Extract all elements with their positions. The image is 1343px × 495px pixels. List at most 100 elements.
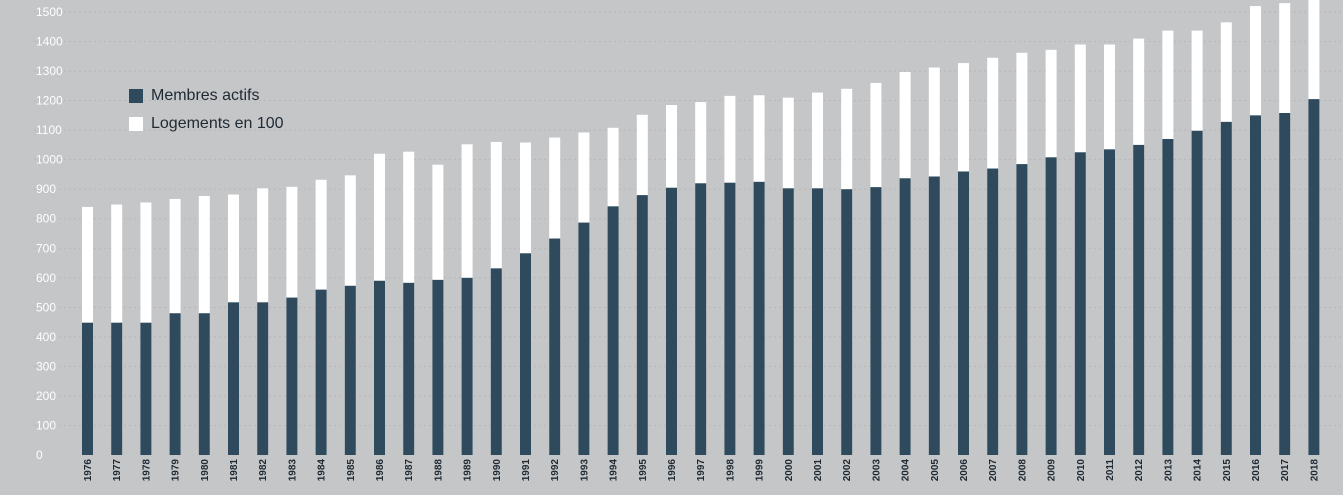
bar-membres-actifs bbox=[140, 322, 152, 455]
bar-membres-actifs bbox=[490, 268, 502, 455]
x-tick-label: 1981 bbox=[229, 459, 240, 482]
y-tick-label: 0 bbox=[36, 448, 43, 462]
x-tick-label: 2014 bbox=[1193, 459, 1204, 482]
x-tick-label: 1980 bbox=[200, 459, 211, 482]
x-tick-label: 1999 bbox=[755, 459, 766, 482]
x-tick-label: 2006 bbox=[959, 459, 970, 482]
bar-membres-actifs bbox=[403, 282, 415, 455]
chart-legend: Membres actifs Logements en 100 bbox=[129, 82, 284, 138]
x-tick-label: 2008 bbox=[1017, 459, 1028, 482]
x-tick-label: 1990 bbox=[492, 459, 503, 482]
x-tick-label: 1993 bbox=[579, 459, 590, 482]
x-tick-label: 1978 bbox=[141, 459, 152, 482]
y-tick-label: 1500 bbox=[36, 5, 63, 19]
x-tick-label: 2017 bbox=[1280, 459, 1291, 482]
x-tick-label: 1996 bbox=[667, 459, 678, 482]
bar-membres-actifs bbox=[578, 222, 590, 455]
bar-membres-actifs bbox=[1045, 157, 1057, 455]
y-tick-label: 900 bbox=[36, 182, 56, 196]
x-tick-label: 2004 bbox=[901, 459, 912, 482]
y-tick-label: 100 bbox=[36, 418, 56, 432]
x-tick-label: 2013 bbox=[1163, 459, 1174, 482]
x-tick-label: 2016 bbox=[1251, 459, 1262, 482]
x-tick-label: 1997 bbox=[696, 459, 707, 482]
bar-membres-actifs bbox=[111, 322, 123, 455]
bar-membres-actifs bbox=[1074, 152, 1086, 456]
legend-label-membres-actifs: Membres actifs bbox=[151, 87, 260, 104]
bar-membres-actifs bbox=[1162, 138, 1174, 455]
x-tick-label: 2009 bbox=[1047, 459, 1058, 482]
x-tick-label: 1984 bbox=[317, 459, 328, 482]
bar-membres-actifs bbox=[374, 280, 385, 455]
bar-membres-actifs bbox=[257, 302, 269, 455]
legend-label-logements: Logements en 100 bbox=[151, 115, 284, 132]
x-tick-label: 1976 bbox=[83, 459, 94, 482]
bar-membres-actifs bbox=[782, 188, 794, 455]
bar-membres-actifs bbox=[82, 322, 93, 455]
bar-membres-actifs bbox=[753, 181, 765, 456]
x-tick-label: 1979 bbox=[171, 459, 182, 482]
x-tick-label: 1982 bbox=[258, 459, 269, 482]
bar-membres-actifs bbox=[841, 189, 853, 455]
x-tick-label: 1994 bbox=[609, 459, 620, 482]
y-tick-label: 1200 bbox=[36, 94, 63, 108]
legend-swatch-logements bbox=[129, 117, 143, 131]
y-tick-label: 600 bbox=[36, 271, 56, 285]
x-tick-label: 2005 bbox=[930, 459, 941, 482]
x-tick-label: 1986 bbox=[375, 459, 386, 482]
bar-membres-actifs bbox=[315, 289, 327, 455]
x-tick-label: 2007 bbox=[988, 459, 999, 482]
x-tick-label: 1989 bbox=[463, 459, 474, 482]
bar-membres-actifs bbox=[1308, 99, 1320, 455]
y-tick-label: 300 bbox=[36, 359, 56, 373]
y-tick-label: 1300 bbox=[36, 64, 63, 78]
x-tick-label: 1977 bbox=[112, 459, 123, 482]
x-tick-label: 2015 bbox=[1222, 459, 1233, 482]
x-tick-label: 1987 bbox=[404, 459, 415, 482]
bar-membres-actifs bbox=[549, 238, 561, 455]
x-tick-label: 1988 bbox=[433, 459, 444, 482]
y-tick-label: 200 bbox=[36, 389, 56, 403]
x-tick-label: 2012 bbox=[1134, 459, 1145, 482]
x-tick-label: 1983 bbox=[287, 459, 298, 482]
bar-membres-actifs bbox=[870, 187, 882, 455]
bar-membres-actifs bbox=[899, 178, 911, 456]
x-tick-label: 2002 bbox=[842, 459, 853, 482]
legend-item-membres-actifs: Membres actifs bbox=[129, 82, 284, 110]
x-tick-label: 2011 bbox=[1105, 459, 1116, 481]
y-tick-label: 800 bbox=[36, 212, 56, 226]
bar-membres-actifs bbox=[1133, 144, 1145, 455]
bar-membres-actifs bbox=[1279, 113, 1291, 455]
bar-membres-actifs bbox=[724, 182, 736, 455]
x-tick-label: 1998 bbox=[725, 459, 736, 482]
bar-membres-actifs bbox=[520, 253, 531, 455]
bar-membres-actifs bbox=[169, 313, 181, 455]
bar-membres-actifs bbox=[1104, 149, 1115, 455]
bar-membres-actifs bbox=[198, 313, 210, 455]
legend-swatch-membres-actifs bbox=[129, 89, 143, 103]
bar-membres-actifs bbox=[1250, 115, 1261, 455]
bar-membres-actifs bbox=[636, 195, 648, 455]
y-tick-label: 1100 bbox=[36, 123, 62, 137]
bar-membres-actifs bbox=[1016, 164, 1028, 455]
y-tick-label: 700 bbox=[36, 241, 56, 255]
x-tick-label: 1995 bbox=[638, 459, 649, 482]
x-tick-label: 2003 bbox=[871, 459, 882, 482]
x-tick-label: 2018 bbox=[1309, 459, 1320, 482]
bar-membres-actifs bbox=[812, 188, 823, 455]
bars bbox=[82, 0, 1320, 456]
y-tick-label: 400 bbox=[36, 330, 56, 344]
bar-membres-actifs bbox=[958, 171, 969, 456]
bar-membres-actifs bbox=[286, 297, 298, 455]
bar-membres-actifs bbox=[1191, 130, 1203, 455]
bar-membres-actifs bbox=[432, 279, 444, 455]
bar-membres-actifs bbox=[344, 285, 356, 455]
y-tick-label: 1400 bbox=[36, 35, 63, 49]
x-tick-label: 1985 bbox=[346, 459, 357, 482]
x-tick-label: 1991 bbox=[521, 459, 532, 482]
x-tick-label: 1992 bbox=[550, 459, 561, 482]
grid-lines bbox=[34, 11, 1343, 426]
y-tick-label: 1000 bbox=[36, 153, 63, 167]
bar-membres-actifs bbox=[987, 168, 999, 455]
